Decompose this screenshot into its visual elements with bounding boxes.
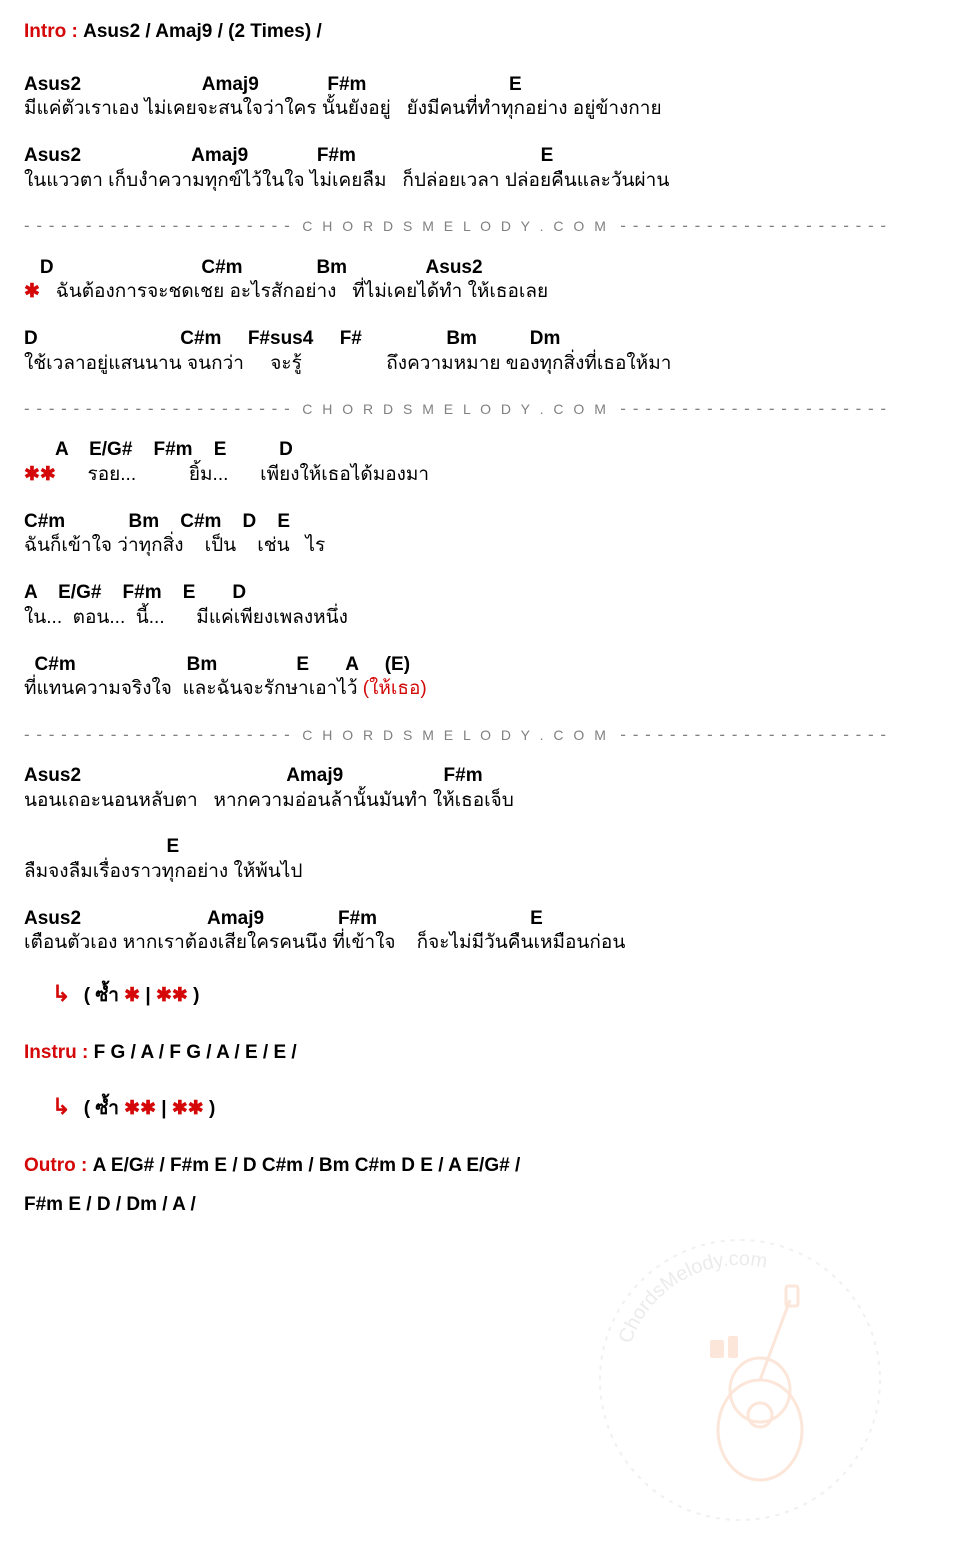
svg-text:ChordsMelody.com: ChordsMelody.com [615, 1248, 769, 1346]
chord-row: D C#m Bm Asus2 [24, 256, 956, 281]
outro-chords1: A E/G# / F#m E / D C#m / Bm C#m D E / A … [93, 1155, 521, 1176]
repeat2-m1: ✱✱ [124, 1098, 156, 1119]
prechorus-lyric1: ฉันต้องการจะชดเชย อะไรสักอย่าง ที่ไม่เคย… [56, 281, 548, 302]
chord-row: Asus2 Amaj9 F#m E [24, 144, 956, 169]
instru-label: Instru : [24, 1042, 88, 1063]
lyric-row: ลืมจงลืมเรื่องราวทุกอย่าง ให้พ้นไป [24, 860, 956, 885]
watermark-text: ChordsMelody.com [615, 1248, 769, 1346]
lyric-row: ในแววตา เก็บงำความทุกข์ไว้ในใจ ไม่เคยลืม… [24, 169, 956, 194]
repeat1-open: ( ซ้ำ [84, 985, 124, 1006]
lyric-row: ใช้เวลาอยู่แสนนาน จนกว่า จะรู้ ถึงความหม… [24, 352, 956, 377]
repeat2-open: ( ซ้ำ [84, 1098, 124, 1119]
prechorus-line2: D C#m F#sus4 F# Bm Dm ใช้เวลาอยู่แสนนาน … [24, 327, 956, 376]
divider-dashes: - - - - - - - - - - - - - - - - - - - - … [24, 725, 302, 744]
instru-line: Instru : F G / A / F G / A / E / E / [24, 1041, 956, 1066]
repeat-arrow-icon: ↳ [52, 981, 70, 1006]
chorus-lyric4: ที่แทนความจริงใจ และฉันจะรักษาเอาไว้ [24, 678, 363, 699]
watermark-logo: ChordsMelody.com [590, 1230, 890, 1530]
chorus-line4: C#m Bm E A (E) ที่แทนความจริงใจ และฉันจะ… [24, 653, 956, 702]
chorus-line3: A E/G# F#m E D ใน... ตอน... นี้... มีแค่… [24, 581, 956, 630]
chorus-line2: C#m Bm C#m D E ฉันก็เข้าใจ ว่าทุกสิ่ง เป… [24, 510, 956, 559]
intro-chords: Asus2 / Amaj9 / (2 Times) / [83, 21, 322, 42]
repeat1-m2: ✱✱ [156, 985, 188, 1006]
outro-chords2: F#m E / D / Dm / A / [24, 1193, 956, 1218]
verse2-line3: Asus2 Amaj9 F#m E เตือนตัวเอง หากเราต้อง… [24, 907, 956, 956]
repeat-line-1: ↳ ( ซ้ำ ✱ | ✱✱ ) [52, 980, 956, 1009]
outro-label: Outro : [24, 1155, 87, 1176]
lyric-row: ✱✱ รอย... ยิ้ม... เพียงให้เธอได้มองมา [24, 463, 956, 488]
section-divider: - - - - - - - - - - - - - - - - - - - - … [24, 215, 956, 237]
intro-line: Intro : Asus2 / Amaj9 / (2 Times) / [24, 20, 956, 45]
verse1-line1: Asus2 Amaj9 F#m E มีแค่ตัวเราเอง ไม่เคยจ… [24, 73, 956, 122]
chord-row: C#m Bm C#m D E [24, 510, 956, 535]
section-divider: - - - - - - - - - - - - - - - - - - - - … [24, 398, 956, 420]
repeat1-m1: ✱ [124, 985, 140, 1006]
divider-dashes: - - - - - - - - - - - - - - - - - - - - … [609, 399, 887, 418]
lyric-row: เตือนตัวเอง หากเราต้องเสียใครคนนึง ที่เข… [24, 931, 956, 956]
lyric-row: ที่แทนความจริงใจ และฉันจะรักษาเอาไว้ (ให… [24, 677, 956, 702]
divider-brand: C H O R D S M E L O D Y . C O M [302, 218, 609, 234]
star-double: ✱✱ [24, 464, 56, 485]
repeat1-end: ) [188, 985, 200, 1006]
chord-row: Asus2 Amaj9 F#m E [24, 73, 956, 98]
divider-dashes: - - - - - - - - - - - - - - - - - - - - … [24, 216, 302, 235]
repeat2-end: ) [204, 1098, 216, 1119]
repeat2-sep: | [156, 1098, 172, 1119]
repeat1-sep: | [140, 985, 156, 1006]
chord-row: D C#m F#sus4 F# Bm Dm [24, 327, 956, 352]
divider-dashes: - - - - - - - - - - - - - - - - - - - - … [609, 216, 887, 235]
lyric-row: นอนเถอะนอนหลับตา หากความอ่อนล้านั้นมันทำ… [24, 789, 956, 814]
divider-dashes: - - - - - - - - - - - - - - - - - - - - … [609, 725, 887, 744]
chord-row: A E/G# F#m E D [24, 581, 956, 606]
intro-label: Intro : [24, 21, 78, 42]
lyric-row: ใน... ตอน... นี้... มีแค่เพียงเพลงหนึ่ง [24, 606, 956, 631]
divider-brand: C H O R D S M E L O D Y . C O M [302, 727, 609, 743]
chorus-lyric1: รอย... ยิ้ม... เพียงให้เธอได้มองมา [88, 464, 430, 485]
chorus-lyric1-prefix [56, 464, 88, 485]
chord-row: Asus2 Amaj9 F#m [24, 764, 956, 789]
verse2-line2: E ลืมจงลืมเรื่องราวทุกอย่าง ให้พ้นไป [24, 835, 956, 884]
lyric-row: มีแค่ตัวเราเอง ไม่เคยจะสนใจว่าใคร นั้นยั… [24, 97, 956, 122]
section-divider: - - - - - - - - - - - - - - - - - - - - … [24, 724, 956, 746]
chord-row: Asus2 Amaj9 F#m E [24, 907, 956, 932]
chord-row: A E/G# F#m E D [24, 438, 956, 463]
chord-row: E [24, 835, 956, 860]
divider-dashes: - - - - - - - - - - - - - - - - - - - - … [24, 399, 302, 418]
prechorus-line1: D C#m Bm Asus2 ✱ ฉันต้องการจะชดเชย อะไรส… [24, 256, 956, 305]
chord-row: C#m Bm E A (E) [24, 653, 956, 678]
instru-chords: F G / A / F G / A / E / E / [94, 1042, 297, 1063]
verse1-line2: Asus2 Amaj9 F#m E ในแววตา เก็บงำความทุกข… [24, 144, 956, 193]
repeat-line-2: ↳ ( ซ้ำ ✱✱ | ✱✱ ) [52, 1093, 956, 1122]
outro-line: Outro : A E/G# / F#m E / D C#m / Bm C#m … [24, 1154, 956, 1217]
chorus-line1: A E/G# F#m E D ✱✱ รอย... ยิ้ม... เพียงให… [24, 438, 956, 487]
lyric-row: ✱ ฉันต้องการจะชดเชย อะไรสักอย่าง ที่ไม่เ… [24, 280, 956, 305]
repeat2-m2: ✱✱ [172, 1098, 204, 1119]
divider-brand: C H O R D S M E L O D Y . C O M [302, 401, 609, 417]
lyric-row: ฉันก็เข้าใจ ว่าทุกสิ่ง เป็น เช่น ไร [24, 534, 956, 559]
star-single: ✱ [24, 281, 40, 302]
prechorus-lyric1-prefix [40, 281, 56, 302]
chorus-lyric4-red: (ให้เธอ) [363, 678, 427, 699]
verse2-line1: Asus2 Amaj9 F#m นอนเถอะนอนหลับตา หากความ… [24, 764, 956, 813]
repeat-arrow-icon: ↳ [52, 1094, 70, 1119]
